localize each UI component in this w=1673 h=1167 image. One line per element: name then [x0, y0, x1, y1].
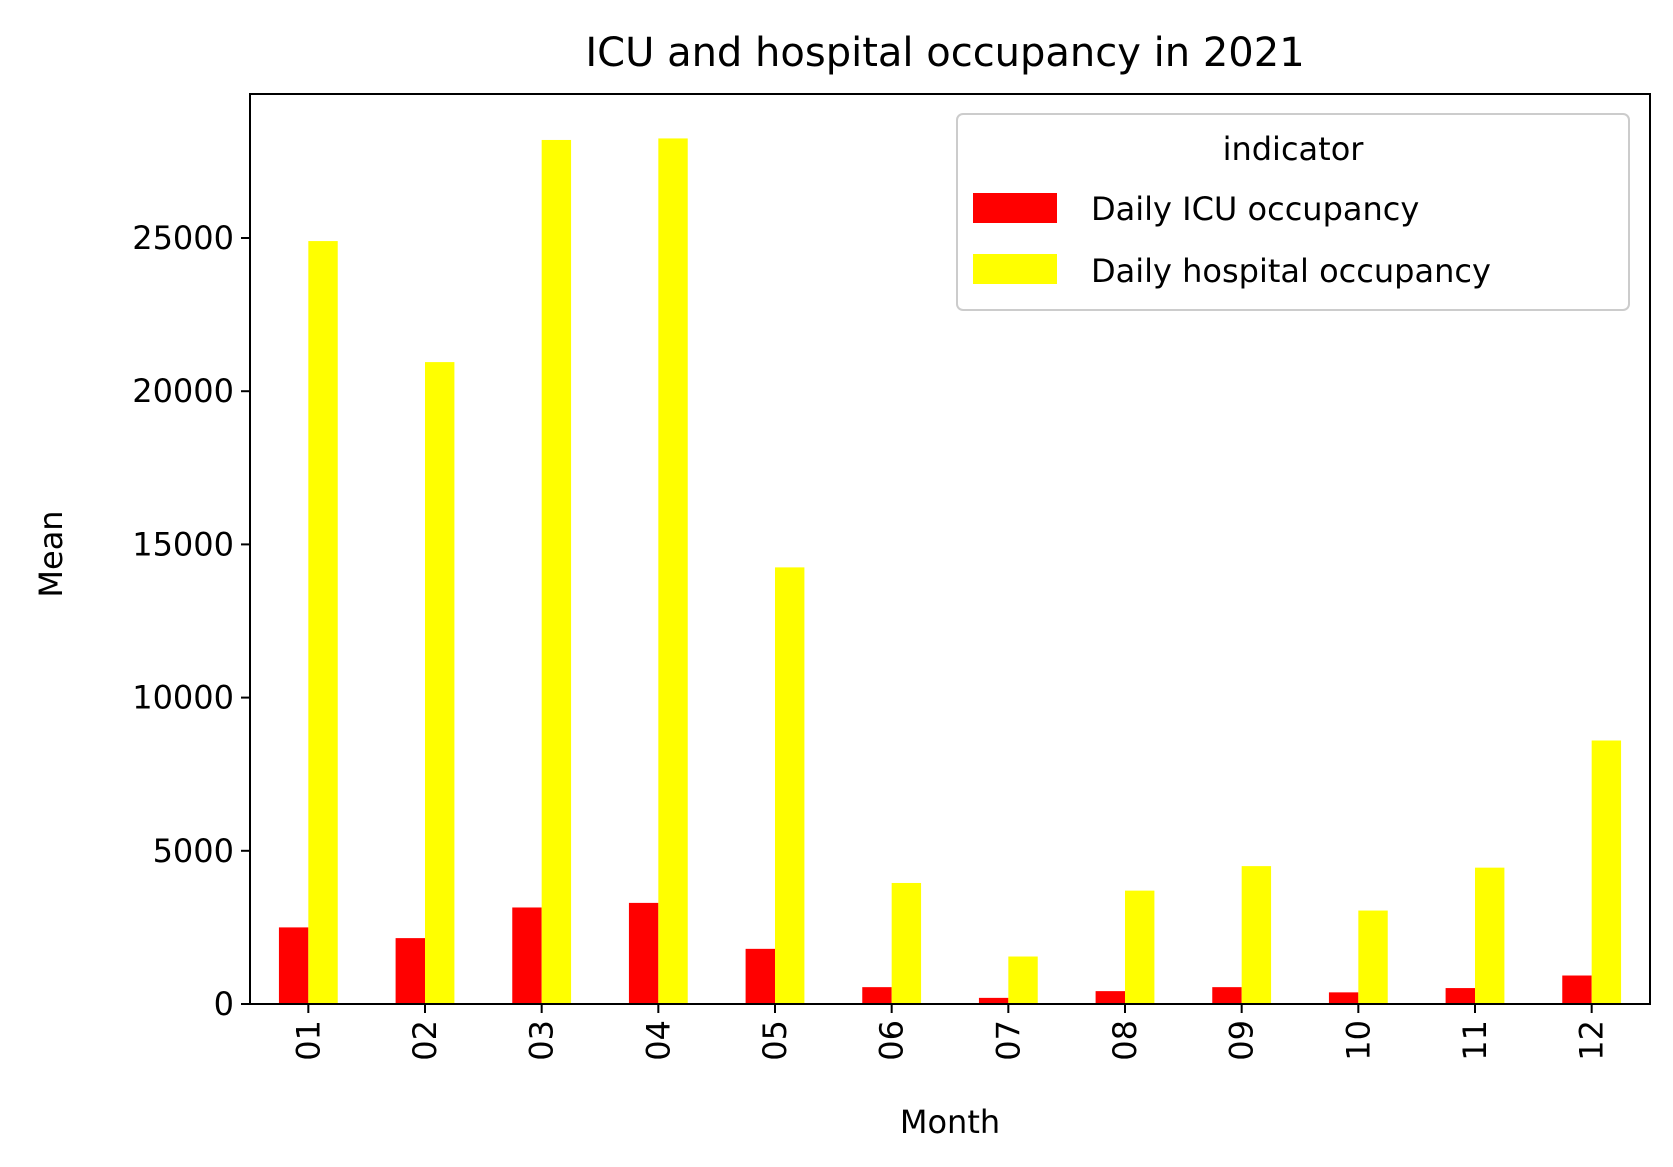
x-tick-label-06: 06 — [873, 1020, 911, 1061]
x-tick-label-10: 10 — [1339, 1020, 1377, 1061]
bar-hospital-04 — [658, 138, 688, 1004]
x-tick-label-08: 08 — [1106, 1020, 1144, 1061]
x-tick-label-01: 01 — [289, 1020, 327, 1061]
y-tick-label-0: 0 — [214, 985, 234, 1023]
y-tick-label-5000: 5000 — [153, 832, 234, 870]
bar-hospital-03 — [541, 139, 572, 1004]
bar-icu-11 — [1445, 988, 1475, 1004]
bar-hospital-08 — [1125, 890, 1155, 1004]
bars-layer — [278, 138, 1622, 1005]
x-tick-label-03: 03 — [523, 1020, 561, 1061]
x-tick-label-05: 05 — [756, 1020, 794, 1061]
bar-icu-06 — [862, 987, 892, 1004]
bar-icu-05 — [745, 948, 775, 1004]
bar-icu-10 — [1328, 992, 1359, 1004]
bar-hospital-02 — [425, 362, 455, 1005]
bar-hospital-12 — [1591, 740, 1622, 1004]
x-axis: 01 02 03 04 05 06 07 08 09 10 11 12 — [289, 1004, 1611, 1061]
x-tick-label-12: 12 — [1573, 1020, 1611, 1061]
legend-swatch-hospital — [973, 254, 1057, 284]
x-tick-label-04: 04 — [639, 1020, 677, 1061]
bar-hospital-10 — [1358, 910, 1388, 1004]
plot-frame — [249, 93, 1651, 1005]
bar-hospital-05 — [775, 567, 805, 1004]
y-axis-label: Mean — [32, 510, 70, 597]
bar-icu-01 — [278, 927, 309, 1004]
bar-icu-02 — [395, 938, 425, 1004]
x-tick-label-09: 09 — [1223, 1020, 1261, 1061]
bar-icu-12 — [1562, 975, 1592, 1004]
x-tick-label-11: 11 — [1456, 1020, 1494, 1061]
y-axis: 0 5000 10000 15000 20000 25000 — [132, 219, 250, 1023]
bar-hospital-07 — [1008, 956, 1038, 1004]
y-tick-label-25000: 25000 — [132, 219, 234, 257]
x-tick-label-02: 02 — [406, 1020, 444, 1061]
legend-label-hospital: Daily hospital occupancy — [1091, 252, 1491, 290]
y-tick-label-10000: 10000 — [132, 679, 234, 717]
legend-title: indicator — [1223, 130, 1365, 168]
bar-hospital-06 — [891, 882, 922, 1004]
bar-hospital-11 — [1475, 867, 1505, 1004]
legend-label-icu: Daily ICU occupancy — [1091, 190, 1419, 228]
legend-box — [956, 113, 1630, 311]
bar-hospital-09 — [1241, 866, 1272, 1004]
y-tick-label-20000: 20000 — [132, 372, 234, 410]
bar-hospital-01 — [308, 241, 338, 1004]
legend-swatch-icu — [973, 193, 1057, 223]
x-axis-label: Month — [900, 1103, 1000, 1141]
bar-icu-07 — [978, 997, 1009, 1004]
x-tick-label-07: 07 — [989, 1020, 1027, 1061]
y-tick-label-15000: 15000 — [132, 525, 234, 563]
legend: indicator Daily ICU occupancy Daily hosp… — [956, 113, 1630, 311]
chart-title: ICU and hospital occupancy in 2021 — [585, 30, 1304, 76]
bar-icu-09 — [1212, 987, 1242, 1004]
bar-icu-03 — [512, 907, 542, 1004]
bar-icu-04 — [628, 902, 659, 1004]
bar-icu-08 — [1095, 991, 1125, 1004]
